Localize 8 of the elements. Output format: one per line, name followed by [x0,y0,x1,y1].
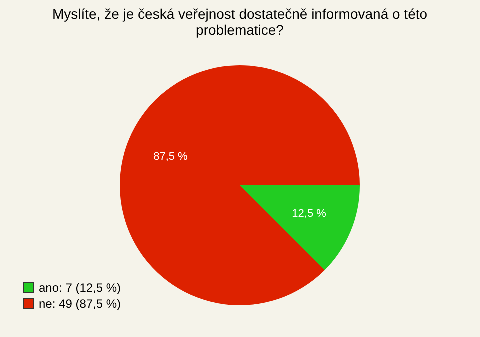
legend-label: ne: 49 (87,5 %) [39,297,122,311]
data-label: 87,5 % [154,150,188,163]
text: Myslíte, že je česká veřejnost dostatečně informovaná o této [52,6,428,22]
data-label: 12,5 % [292,208,327,220]
text: problematice? [196,22,284,38]
legend-label: ano: 7 (12,5 %) [39,281,122,295]
pie-slice [240,186,360,270]
pie-slice [120,66,360,306]
